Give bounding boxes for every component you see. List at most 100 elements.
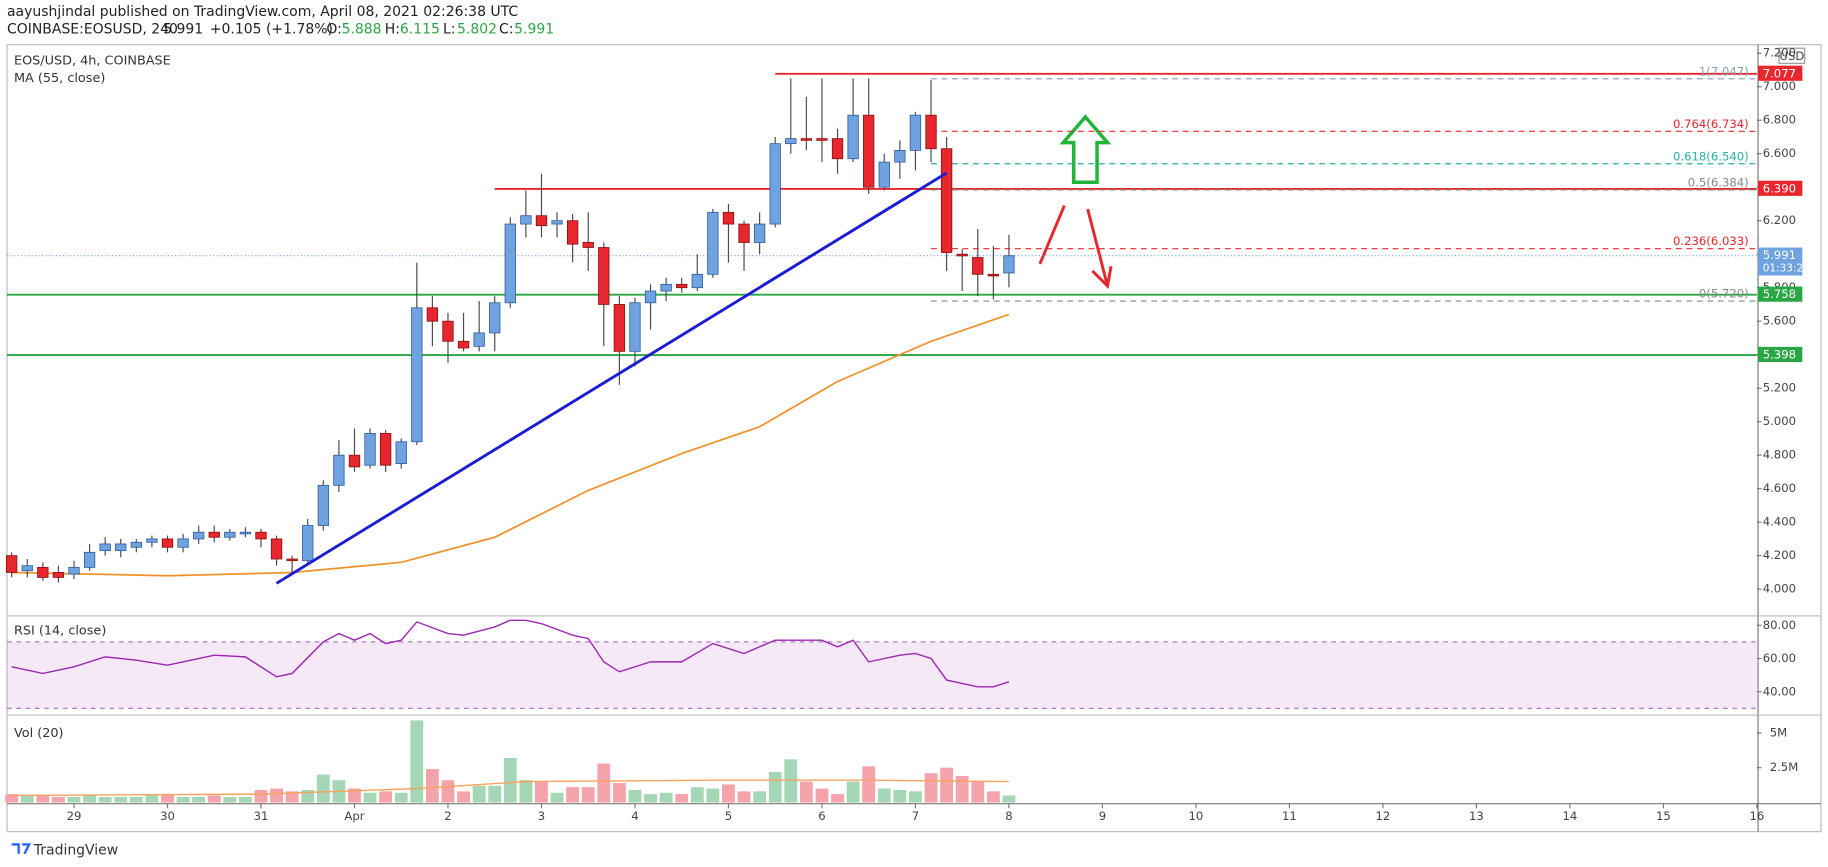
candle-body: [457, 340, 470, 349]
y-tick-label: 5.200: [1763, 381, 1796, 395]
ohlc-value: 5.888: [342, 22, 382, 38]
volume-bar: [893, 789, 907, 803]
y-tick-label: 4.400: [1763, 515, 1796, 529]
candle-body: [520, 215, 532, 225]
volume-bar: [441, 780, 455, 803]
ohlc-label: H:: [385, 22, 400, 38]
y-tick-label: 4.600: [1763, 481, 1796, 495]
candle-body: [598, 247, 610, 305]
footer-logo: TradingView: [11, 842, 118, 858]
candle-body: [644, 290, 657, 304]
volume-bar: [519, 780, 533, 803]
quote-line: COINBASE:EOSUSD, 240 5.991 +0.105 (+1.78…: [7, 22, 554, 38]
candle-body: [161, 538, 174, 548]
candle-body: [691, 273, 703, 289]
volume-bar: [425, 769, 439, 803]
y-tick-label: 4.000: [1763, 582, 1796, 596]
x-tick-label: 10: [1189, 809, 1204, 823]
rsi-tick-label: 60.00: [1763, 651, 1796, 665]
candle-body: [1003, 255, 1015, 274]
candle-body: [52, 572, 65, 578]
x-tick-label: 9: [1099, 809, 1106, 823]
volume-bar: [472, 785, 486, 803]
volume-bar: [799, 781, 813, 803]
publisher: aayushjindal published on TradingView.co…: [7, 4, 518, 20]
volume-bar: [862, 766, 876, 803]
volume-bar: [503, 757, 517, 803]
volume-bar: [550, 792, 564, 803]
candle-body: [753, 223, 766, 243]
x-tick-label: 8: [1005, 809, 1012, 823]
candle-body: [333, 454, 345, 486]
volume-bar: [145, 795, 159, 803]
rsi-line: [11, 619, 1010, 688]
volume-tick-label: 2.5M: [1770, 760, 1799, 774]
x-tick-label: 16: [1749, 809, 1764, 823]
x-tick-label: 13: [1469, 809, 1484, 823]
ohlc-label: C:: [499, 22, 513, 38]
candle-body: [21, 565, 33, 572]
volume-bar: [363, 792, 377, 803]
y-tick-label: 5.000: [1763, 414, 1796, 428]
candle-body: [239, 531, 252, 535]
candle-body: [224, 531, 236, 538]
volume-bar: [940, 767, 954, 803]
candle-body: [379, 432, 392, 466]
currency-box: [1778, 47, 1806, 64]
volume-bar: [581, 787, 595, 803]
volume-bar: [690, 787, 704, 803]
candle-body: [582, 242, 594, 248]
candle-body: [722, 211, 735, 225]
candle-body: [800, 138, 813, 141]
legend-title: EOS/USD, 4h, COINBASE: [14, 54, 171, 69]
candle-body: [6, 555, 18, 573]
candle-body: [364, 432, 376, 466]
volume-bar: [488, 785, 502, 803]
level-badge: 7.077: [1763, 66, 1796, 80]
level-badge: 5.758: [1763, 287, 1796, 301]
x-tick-label: 3: [538, 809, 545, 823]
x-tick-label: 5: [725, 809, 732, 823]
volume-tick-label: 5M: [1770, 725, 1787, 739]
volume-bar: [846, 781, 860, 803]
candle-body: [831, 138, 844, 160]
change: +0.105 (+1.78%): [210, 22, 333, 38]
candle-body: [146, 538, 158, 543]
rsi-tick-label: 80.00: [1763, 618, 1796, 632]
volume-bar: [1002, 795, 1016, 803]
red-arrow-up-leg: [1038, 205, 1066, 265]
candle-body: [676, 283, 688, 289]
x-tick-label: 7: [912, 809, 919, 823]
volume-bar: [612, 783, 626, 803]
volume-bar: [223, 796, 237, 803]
fib-label: 0.618(6.540): [1673, 149, 1749, 163]
volume-bar: [52, 796, 65, 803]
candle-body: [395, 441, 407, 464]
volume-bar: [20, 795, 34, 803]
candle-body: [551, 220, 563, 225]
volume-bar: [161, 794, 174, 803]
candle-body: [411, 307, 423, 443]
candle-body: [426, 307, 439, 322]
candle-body: [177, 538, 189, 548]
candle-body: [302, 525, 314, 562]
candle-body: [878, 161, 890, 188]
candle-body: [317, 484, 329, 526]
candle-body: [987, 273, 1000, 277]
red-arrow-down-leg: [1086, 208, 1109, 287]
volume-bar: [628, 789, 642, 803]
volume-bar: [815, 788, 829, 803]
volume-bar: [238, 796, 252, 803]
candle-body: [847, 114, 859, 160]
volume-bar: [831, 794, 844, 803]
volume-bar: [207, 795, 221, 803]
up-arrow: [1059, 114, 1112, 185]
legend-rsi: RSI (14, close): [14, 624, 106, 639]
candle-body: [613, 304, 626, 352]
legend-volume: Vol (20): [14, 726, 64, 741]
candle-body: [972, 257, 984, 275]
legend-ma: MA (55, close): [14, 71, 105, 86]
ohlc-label: L:: [443, 22, 456, 38]
